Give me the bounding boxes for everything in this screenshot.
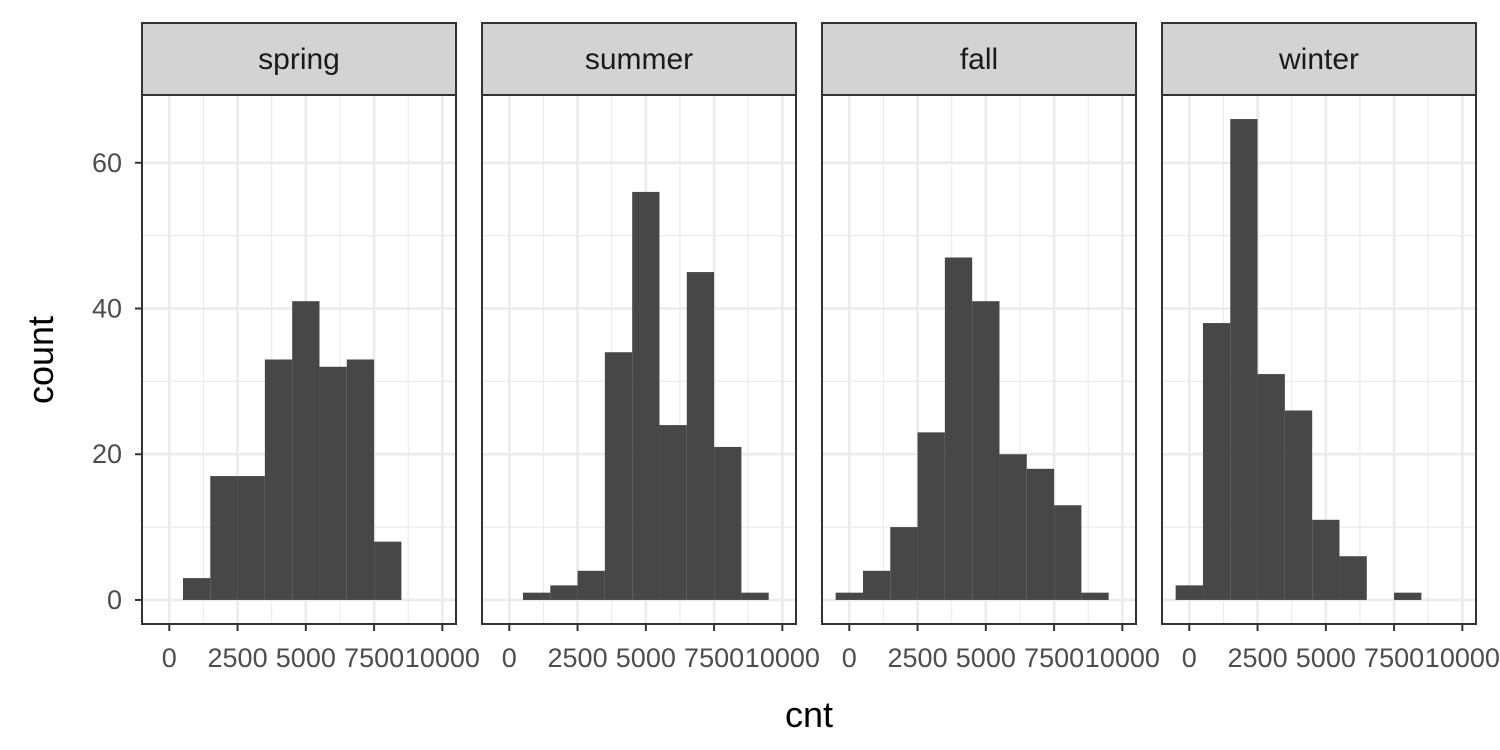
x-tick-label: 7500	[344, 643, 404, 673]
x-tick-label: 10000	[1085, 643, 1160, 673]
facet-strip	[141, 22, 457, 96]
x-tick-label: 5000	[1296, 643, 1356, 673]
histogram-bar	[374, 541, 402, 600]
x-tick-label: 5000	[276, 643, 336, 673]
histogram-bar	[1026, 468, 1055, 600]
histogram-bar	[264, 359, 293, 600]
histogram-bar	[237, 476, 265, 600]
x-tick-label: 2500	[1228, 643, 1288, 673]
histogram-bar	[1175, 585, 1203, 600]
x-tick-label: 0	[842, 643, 857, 673]
x-tick-label: 5000	[616, 643, 676, 673]
histogram-bar	[522, 592, 551, 600]
histogram-bar	[550, 585, 578, 600]
histogram-bar	[1312, 519, 1340, 600]
histogram-bar	[1284, 410, 1313, 600]
histogram-bar	[1054, 505, 1082, 600]
y-tick-label: 60	[92, 148, 122, 178]
histogram-bar	[714, 446, 742, 600]
x-tick-label: 0	[1182, 643, 1197, 673]
facet-panel-summer: summer 0 2500 5000 7500 10000	[481, 22, 820, 673]
facet-strip	[1161, 22, 1477, 96]
histogram-bar	[890, 527, 918, 600]
x-axis-title: cnt	[785, 694, 833, 735]
histogram-bar	[917, 432, 945, 600]
x-tick-label: 7500	[684, 643, 744, 673]
x-tick-label: 0	[502, 643, 517, 673]
facet-strip-label: winter	[1278, 43, 1359, 76]
histogram-bar	[210, 476, 238, 600]
x-tick-label: 2500	[548, 643, 608, 673]
x-tick-label: 2500	[888, 643, 948, 673]
histogram-bar	[862, 570, 891, 600]
histogram-bar	[1339, 556, 1367, 600]
histogram-bar	[604, 352, 633, 600]
x-tick-label: 5000	[956, 643, 1016, 673]
histogram-bar	[1081, 592, 1109, 600]
facet-strip-label: spring	[258, 43, 340, 76]
facet-panel-winter: winter 0 2500 5000 7500 10000	[1161, 22, 1500, 673]
x-tick-label: 7500	[1364, 643, 1424, 673]
facet-strip	[481, 22, 797, 96]
facet-panel-spring: spring 0 2500 5000 7500 10000	[141, 22, 480, 673]
facet-strip	[821, 22, 1137, 96]
histogram-bar	[1394, 592, 1422, 600]
histogram-bar	[659, 425, 687, 600]
histogram-bar	[686, 272, 715, 600]
histogram-bar	[972, 301, 1000, 600]
facet-panel-fall: fall 0 2500 5000 7500 10000	[821, 22, 1160, 673]
x-tick-label: 10000	[405, 643, 480, 673]
x-tick-label: 7500	[1024, 643, 1084, 673]
y-tick-label: 40	[92, 293, 122, 323]
histogram-bar	[346, 359, 375, 600]
histogram-bar	[182, 578, 211, 600]
histogram-bar	[999, 454, 1027, 600]
histogram-bar	[319, 366, 347, 600]
x-tick-label: 10000	[745, 643, 820, 673]
facet-strip-label: fall	[960, 43, 998, 76]
x-tick-label: 2500	[208, 643, 268, 673]
histogram-bar	[1202, 323, 1231, 600]
histogram-bar	[944, 257, 973, 600]
histogram-bar	[1230, 119, 1258, 600]
y-axis-title: count	[20, 316, 61, 404]
y-tick-label: 20	[92, 439, 122, 469]
histogram-bar	[577, 570, 605, 600]
x-tick-label: 10000	[1425, 643, 1500, 673]
histogram-bar	[741, 592, 769, 600]
x-tick-label: 0	[162, 643, 177, 673]
facet-strip-label: summer	[585, 43, 693, 76]
histogram-bar	[632, 191, 660, 600]
histogram-bar	[835, 592, 863, 600]
y-tick-label: 0	[107, 585, 122, 615]
histogram-bar	[1257, 374, 1285, 600]
histogram-bar	[292, 301, 320, 600]
